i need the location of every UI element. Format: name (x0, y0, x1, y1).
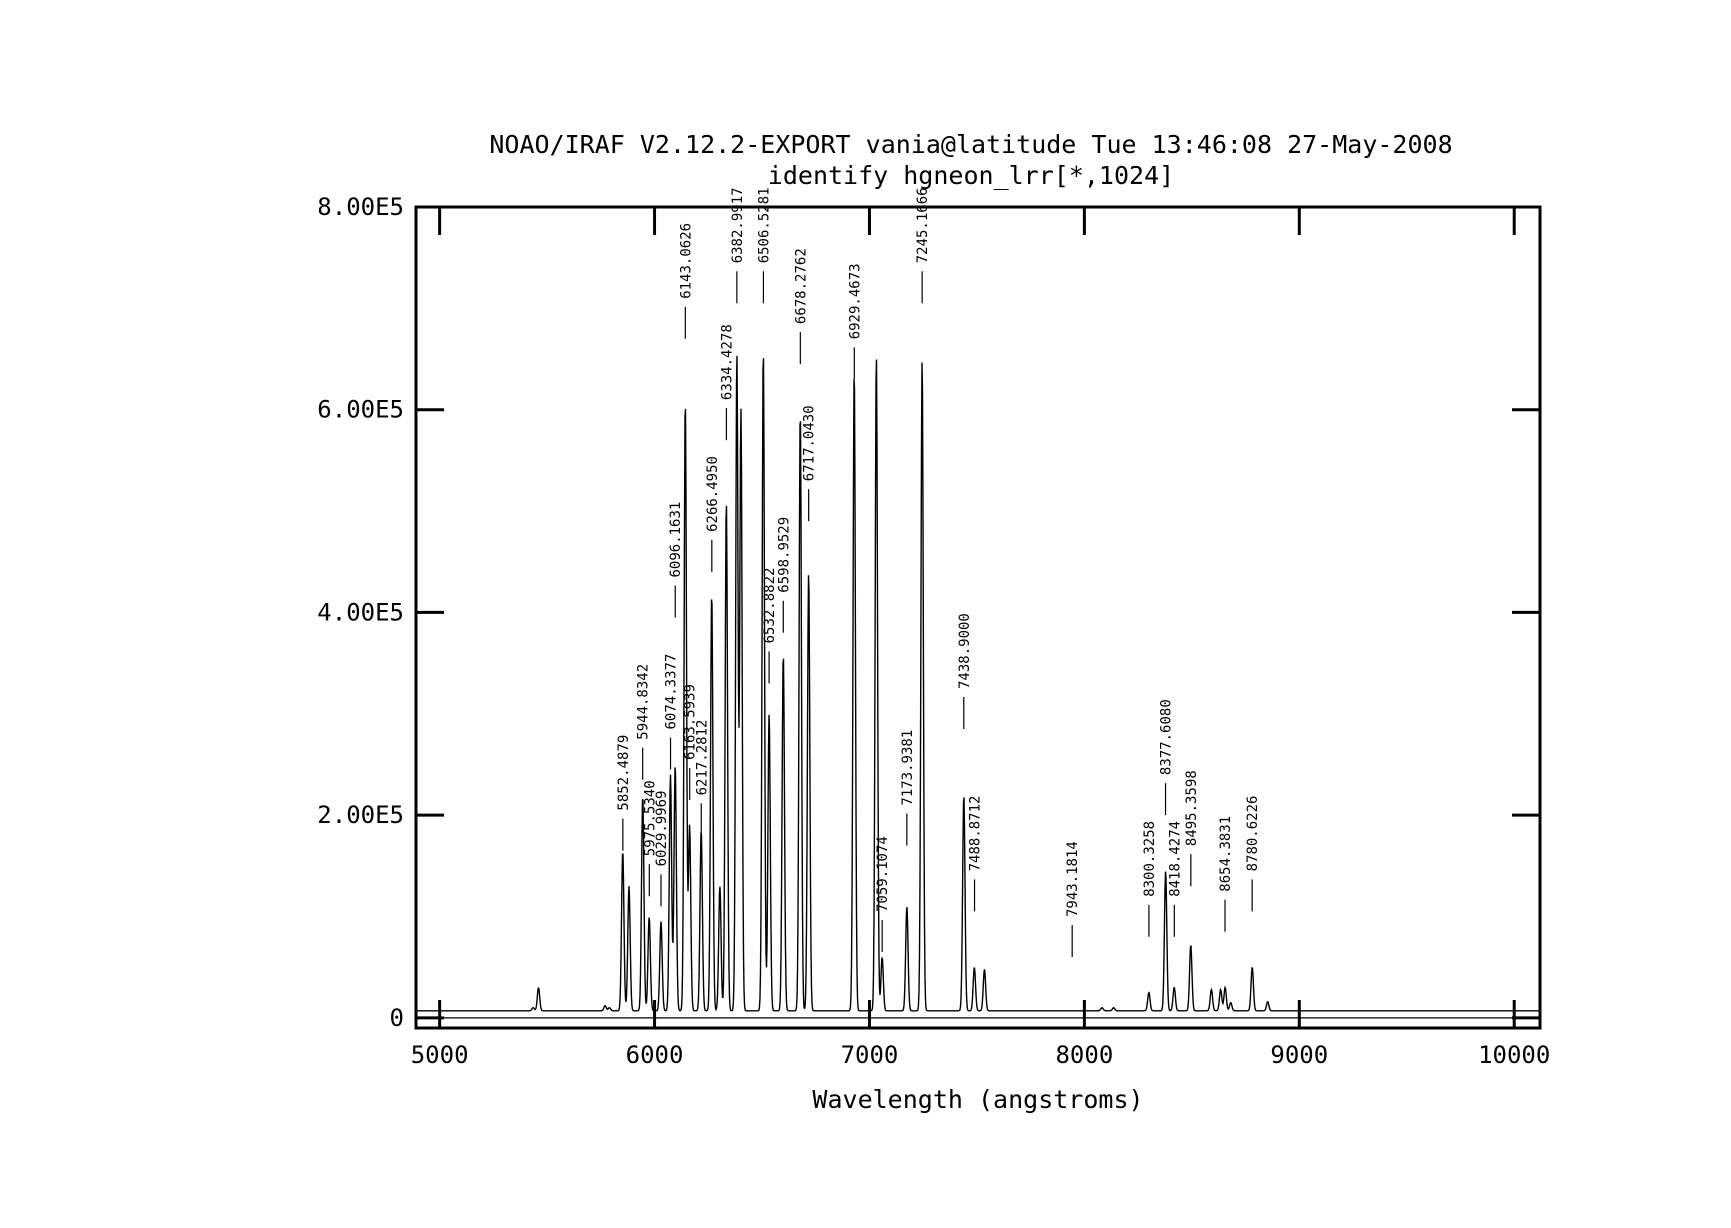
id-line-label: 5852.4879 (616, 735, 632, 811)
x-tick-label: 8000 (1055, 1041, 1113, 1069)
spectrum-line (417, 355, 1539, 1012)
id-line-label: 6143.0626 (678, 223, 694, 299)
id-line-label: 5975.5340 (642, 780, 658, 856)
x-tick-label: 5000 (411, 1041, 469, 1069)
chart-subtitle: identify hgneon_lrr[*,1024] (768, 161, 1174, 190)
y-tick-label: 8.00E5 (317, 193, 404, 221)
id-line-label: 8300.3258 (1142, 821, 1158, 897)
id-line-label: 6929.4673 (847, 263, 863, 339)
id-line-label: 7488.8712 (968, 796, 984, 872)
id-line-label: 6096.1631 (668, 502, 684, 578)
id-line-label: 6532.8822 (762, 568, 778, 644)
x-tick-label: 6000 (626, 1041, 684, 1069)
id-line-label: 6678.2762 (793, 248, 809, 324)
id-line-label: 7245.1666 (915, 187, 931, 263)
id-line-label: 6074.3377 (664, 654, 680, 730)
x-tick-label: 9000 (1270, 1041, 1328, 1069)
id-line-label: 6717.0430 (802, 405, 818, 481)
x-tick-label: 7000 (841, 1041, 899, 1069)
id-line-label: 8495.3598 (1184, 770, 1200, 846)
id-line-label: 6217.2812 (694, 720, 710, 796)
id-line-label: 6506.5281 (756, 187, 772, 263)
x-tick-label: 10000 (1478, 1041, 1550, 1069)
id-line-label: 7438.9000 (957, 613, 973, 689)
chart-title: NOAO/IRAF V2.12.2-EXPORT vania@latitude … (489, 130, 1452, 159)
y-tick-label: 2.00E5 (317, 801, 404, 829)
y-tick-label: 4.00E5 (317, 598, 404, 626)
id-line-label: 6334.4278 (719, 324, 735, 400)
axis-ticks: 5000 6000 7000 8000 9000 10000 0 2.00E5 4.00E5 6.… (317, 193, 1550, 1069)
id-line-label: 8377.6080 (1159, 699, 1175, 775)
plot-frame (414, 205, 1542, 1030)
id-line-label: 6029.9969 (654, 791, 670, 867)
id-line-label: 6598.9529 (776, 517, 792, 593)
id-line-label: 8418.4274 (1167, 821, 1183, 897)
x-axis-label: Wavelength (angstroms) (812, 1085, 1143, 1114)
id-line-label: 7173.9381 (900, 730, 916, 806)
id-line-label: 6382.9917 (730, 187, 746, 263)
id-line-label: 5944.8342 (636, 664, 652, 740)
y-tick-label: 0 (390, 1004, 404, 1032)
id-line-label: 8654.3831 (1218, 816, 1234, 892)
id-line-label: 8780.6226 (1245, 796, 1261, 872)
id-line-label: 6266.4950 (705, 456, 721, 532)
id-line-label: 7059.1074 (875, 836, 891, 912)
id-line-label: 7943.1814 (1065, 841, 1081, 917)
y-tick-label: 6.00E5 (317, 396, 404, 424)
